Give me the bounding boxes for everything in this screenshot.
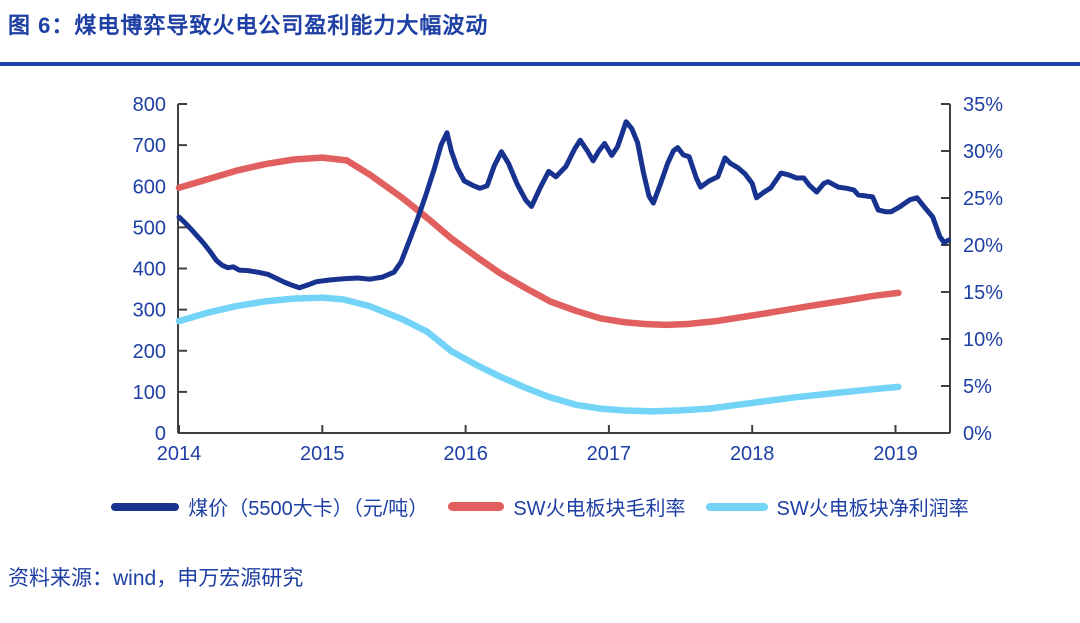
left-axis-tick-label: 200 xyxy=(133,341,166,363)
right-axis-tick-label: 10% xyxy=(963,329,1003,351)
gross-margin-line-swatch-icon xyxy=(448,502,505,511)
right-axis-tick-label: 30% xyxy=(963,141,1003,163)
net-margin-line-swatch-icon xyxy=(705,502,768,511)
legend-label-coal-price: 煤价（5500大卡）（元/吨） xyxy=(188,498,429,520)
right-axis-tick-label: 25% xyxy=(963,188,1003,210)
x-axis-tick-label: 2019 xyxy=(873,443,918,465)
net-margin-line xyxy=(175,294,902,415)
chart-legend: 煤价（5500大卡）（元/吨） SW火电板块毛利率 SW火电板块净利润率 xyxy=(0,492,1080,521)
left-axis-tick-label: 500 xyxy=(133,217,166,239)
x-axis-tick-label: 2015 xyxy=(300,443,345,465)
left-axis-tick-label: 800 xyxy=(133,94,166,116)
left-axis-tick-label: 100 xyxy=(133,382,166,404)
left-axis-tick-label: 300 xyxy=(133,300,166,322)
right-axis-tick-label: 5% xyxy=(963,376,992,398)
right-axis-tick-label: 0% xyxy=(963,423,992,445)
legend-item-gross-margin: SW火电板块毛利率 xyxy=(448,492,686,521)
x-axis-tick-label: 2016 xyxy=(443,443,488,465)
x-axis-tick-label: 2017 xyxy=(587,443,632,465)
right-axis-tick-label: 20% xyxy=(963,235,1003,257)
left-axis-tick-label: 600 xyxy=(133,176,166,198)
data-source-note: 资料来源：wind，申万宏源研究 xyxy=(8,567,304,590)
right-axis-tick-label: 35% xyxy=(963,94,1003,116)
left-axis-tick-label: 700 xyxy=(133,135,166,157)
legend-item-coal-price: 煤价（5500大卡）（元/吨） xyxy=(111,492,428,521)
gross-margin-line xyxy=(175,154,902,329)
coal-price-line xyxy=(176,119,951,291)
left-axis-tick-label: 400 xyxy=(133,259,166,281)
left-axis-tick-label: 0 xyxy=(155,423,166,445)
coal-price-line-swatch-icon xyxy=(111,502,180,511)
x-axis-tick-label: 2014 xyxy=(157,443,202,465)
figure-title: 图 6：煤电博弈导致火电公司盈利能力大幅波动 xyxy=(8,13,489,38)
legend-label-gross-margin: SW火电板块毛利率 xyxy=(513,498,686,520)
x-axis-tick-label: 2018 xyxy=(730,443,775,465)
legend-item-net-margin: SW火电板块净利润率 xyxy=(705,492,969,521)
title-divider xyxy=(0,62,1080,66)
right-axis-tick-label: 15% xyxy=(963,282,1003,304)
legend-label-net-margin: SW火电板块净利润率 xyxy=(776,498,969,520)
